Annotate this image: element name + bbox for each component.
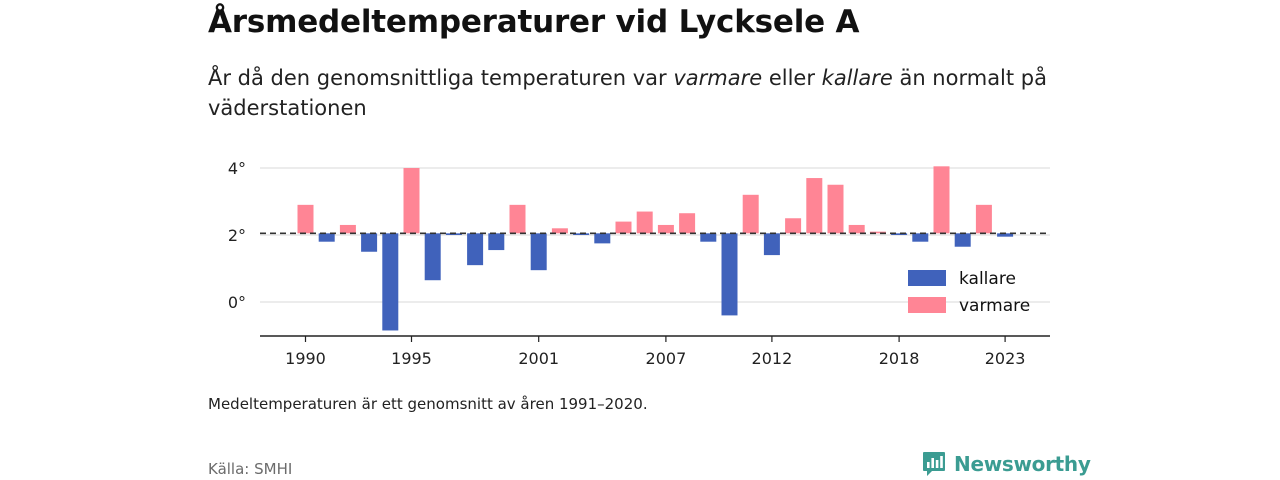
legend-label-varmare: varmare — [959, 296, 1030, 316]
brand-name: Newsworthy — [954, 452, 1091, 476]
x-tick-label: 1995 — [391, 349, 432, 368]
bar-2022 — [975, 204, 992, 234]
bar-2023 — [997, 233, 1014, 237]
subtitle-text-mid: eller — [762, 66, 822, 90]
y-tick-label: 0° — [228, 293, 246, 312]
bar-2009 — [700, 233, 717, 242]
bar-1999 — [488, 233, 505, 251]
y-tick-label: 4° — [228, 159, 246, 178]
x-tick-label: 2007 — [646, 349, 687, 368]
legend-swatch-varmare — [908, 297, 946, 313]
bar-1997 — [445, 233, 462, 235]
bar-1995 — [403, 168, 420, 234]
bar-2003 — [573, 233, 590, 235]
x-tick-label: 1990 — [285, 349, 326, 368]
bar-2006 — [636, 211, 653, 234]
chart-subtitle: År då den genomsnittliga temperaturen va… — [208, 63, 1068, 123]
subtitle-text-end: än normalt på väderstationen — [208, 66, 1047, 120]
bar-1991 — [318, 233, 335, 242]
bar-2017 — [869, 231, 886, 234]
bar-2016 — [848, 224, 865, 234]
source-note: Källa: SMHI — [208, 460, 293, 478]
temperature-bar-chart: 0° 2° 4° 1990 1995 2001 2007 2012 2018 2023 kallar… — [228, 159, 1050, 368]
bar-2013 — [785, 218, 802, 234]
subtitle-text-start: År då den genomsnittliga temperaturen va… — [208, 66, 674, 90]
bar-2021 — [954, 233, 971, 247]
bar-1994 — [382, 233, 399, 331]
bar-2002 — [551, 228, 568, 234]
legend-label-kallare: kallare — [959, 269, 1016, 289]
bar-chart-speech-icon — [923, 452, 945, 476]
y-tick-label: 2° — [228, 226, 246, 245]
bar-1998 — [467, 233, 484, 266]
subtitle-warm-word: varmare — [673, 66, 763, 90]
x-tick-label: 2023 — [985, 349, 1026, 368]
bar-2005 — [615, 221, 632, 234]
bar-2010 — [721, 233, 738, 316]
legend-swatch-kallare — [908, 270, 946, 286]
bar-2004 — [594, 233, 611, 244]
newsworthy-logo: Newsworthy — [922, 451, 1091, 477]
bar-2007 — [657, 224, 674, 234]
bar-1990 — [297, 204, 314, 234]
x-tick-label: 2012 — [752, 349, 793, 368]
bar-2008 — [679, 213, 696, 234]
bar-2012 — [763, 233, 780, 256]
bar-2001 — [530, 233, 547, 271]
bar-2014 — [806, 178, 823, 234]
chart-title: Årsmedeltemperaturer vid Lycksele A — [208, 4, 860, 40]
x-tick-label: 2018 — [879, 349, 920, 368]
bar-2018 — [891, 233, 908, 235]
subtitle-cold-word: kallare — [821, 66, 893, 90]
bar-2000 — [509, 204, 526, 234]
bar-2015 — [827, 184, 844, 234]
chart-footnote: Medeltemperaturen är ett genomsnitt av å… — [208, 395, 648, 413]
bar-2019 — [912, 233, 929, 242]
bar-1993 — [361, 233, 378, 252]
bar-2011 — [742, 194, 759, 234]
x-tick-label: 2001 — [518, 349, 559, 368]
bar-2020 — [933, 166, 950, 234]
bar-1992 — [339, 224, 356, 234]
bar-1996 — [424, 233, 441, 281]
